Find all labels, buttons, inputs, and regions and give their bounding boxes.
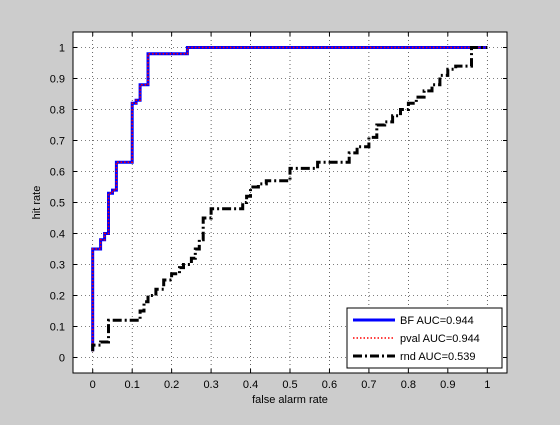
series-line-solid xyxy=(91,46,488,352)
x-tick-label: 0.7 xyxy=(361,379,376,391)
legend-items: BF AUC=0.944 pval AUC=0.944 rnd AUC=0.539 xyxy=(353,315,480,363)
x-tick-label: 0.5 xyxy=(282,379,297,391)
y-tick-label: 0.7 xyxy=(50,136,65,148)
legend: BF AUC=0.944 pval AUC=0.944 rnd AUC=0.539 xyxy=(346,307,503,369)
y-tick-label: 0.4 xyxy=(50,229,65,241)
x-tick-label: 0 xyxy=(90,379,96,391)
y-tick-label: 0.3 xyxy=(50,260,65,272)
x-tick-label: 1 xyxy=(484,379,490,391)
legend-label: rnd AUC=0.539 xyxy=(400,351,476,363)
axis-ticks xyxy=(73,32,507,373)
legend-label: pval AUC=0.944 xyxy=(400,333,480,345)
x-tick-label: 0.1 xyxy=(125,379,140,391)
x-tick-label: 0.9 xyxy=(440,379,455,391)
x-axis-label: false alarm rate xyxy=(252,394,328,406)
y-axis-label: hit rate xyxy=(31,186,43,220)
y-tick-label: 0.8 xyxy=(50,105,65,117)
series-lines xyxy=(91,46,488,352)
y-tick-label: 0.9 xyxy=(50,74,65,86)
x-tick-label: 0.8 xyxy=(401,379,416,391)
series-line-dashdot xyxy=(91,46,488,352)
x-tick-labels: 0 0.1 0.2 0.3 0.4 0.5 0.6 0.7 0.8 0.9 1 xyxy=(90,379,491,391)
y-tick-label: 0.2 xyxy=(50,291,65,303)
y-tick-labels: 0 0.1 0.2 0.3 0.4 0.5 0.6 0.7 0.8 0.9 1 xyxy=(50,43,65,365)
y-tick-label: 1 xyxy=(59,43,65,55)
x-tick-label: 0.2 xyxy=(164,379,179,391)
legend-box xyxy=(346,307,503,369)
y-tick-label: 0.6 xyxy=(50,167,65,179)
x-tick-label: 0.4 xyxy=(243,379,258,391)
y-tick-label: 0.5 xyxy=(50,198,65,210)
x-tick-label: 0.6 xyxy=(322,379,337,391)
y-tick-label: 0.1 xyxy=(50,322,65,334)
y-tick-label: 0 xyxy=(59,353,65,365)
legend-label: BF AUC=0.944 xyxy=(400,315,474,327)
x-tick-label: 0.3 xyxy=(203,379,218,391)
